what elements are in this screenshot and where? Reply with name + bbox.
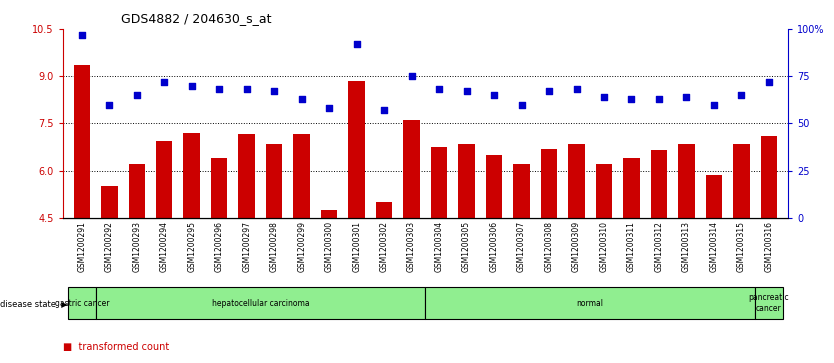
Bar [211,158,228,218]
Text: pancreatic
cancer: pancreatic cancer [749,293,789,313]
Text: GSM1200302: GSM1200302 [379,221,389,272]
Point [487,92,500,98]
Text: GSM1200307: GSM1200307 [517,221,526,272]
Bar [404,120,420,218]
Text: GSM1200305: GSM1200305 [462,221,471,272]
Bar [755,287,782,319]
Point [515,102,528,107]
Text: GSM1200316: GSM1200316 [765,221,773,272]
Text: GDS4882 / 204630_s_at: GDS4882 / 204630_s_at [121,12,271,25]
Text: GSM1200312: GSM1200312 [655,221,664,272]
Text: GSM1200293: GSM1200293 [133,221,141,272]
Bar [651,150,667,218]
Bar [101,186,118,218]
Bar [425,287,755,319]
Bar [678,144,695,218]
Bar [485,155,502,218]
Bar [156,141,173,218]
Point [460,89,473,94]
Bar [96,287,425,319]
Text: GSM1200301: GSM1200301 [352,221,361,272]
Point [103,102,116,107]
Bar [595,164,612,218]
Point [652,96,666,102]
Bar [376,202,392,218]
Text: GSM1200315: GSM1200315 [737,221,746,272]
Bar [623,158,640,218]
Text: ■  transformed count: ■ transformed count [63,342,168,352]
Point [323,105,336,111]
Bar [239,134,255,218]
Text: GSM1200300: GSM1200300 [324,221,334,272]
Point [240,86,254,92]
Point [542,89,555,94]
Text: GSM1200294: GSM1200294 [160,221,168,272]
Bar [294,134,310,218]
Text: GSM1200304: GSM1200304 [435,221,444,272]
Text: GSM1200306: GSM1200306 [490,221,499,272]
Point [597,94,610,100]
Text: GSM1200295: GSM1200295 [187,221,196,272]
Point [268,89,281,94]
Bar [266,144,283,218]
Text: disease state  ▶: disease state ▶ [0,299,68,307]
Point [680,94,693,100]
Bar [459,144,475,218]
Text: normal: normal [577,299,604,307]
Text: GSM1200311: GSM1200311 [627,221,636,272]
Text: GSM1200299: GSM1200299 [297,221,306,272]
Point [707,102,721,107]
Bar [540,148,557,218]
Point [350,41,364,47]
Text: GSM1200309: GSM1200309 [572,221,581,272]
Point [432,86,445,92]
Bar [761,136,777,218]
Text: hepatocellular carcinoma: hepatocellular carcinoma [212,299,309,307]
Bar [128,164,145,218]
Text: GSM1200296: GSM1200296 [214,221,224,272]
Point [405,73,419,79]
Bar [733,144,750,218]
Bar [706,175,722,218]
Text: GSM1200292: GSM1200292 [105,221,113,272]
Bar [68,287,96,319]
Bar [431,147,447,218]
Bar [183,133,200,218]
Text: GSM1200303: GSM1200303 [407,221,416,272]
Point [130,92,143,98]
Bar [321,210,338,218]
Text: GSM1200298: GSM1200298 [269,221,279,272]
Bar [73,65,90,218]
Bar [513,164,530,218]
Text: GSM1200297: GSM1200297 [242,221,251,272]
Text: GSM1200314: GSM1200314 [710,221,718,272]
Bar [568,144,585,218]
Point [213,86,226,92]
Text: GSM1200308: GSM1200308 [545,221,554,272]
Bar [349,81,364,218]
Point [570,86,583,92]
Text: GSM1200291: GSM1200291 [78,221,86,272]
Point [735,92,748,98]
Point [762,79,776,85]
Point [158,79,171,85]
Point [625,96,638,102]
Text: gastric cancer: gastric cancer [54,299,109,307]
Point [378,107,391,113]
Text: GSM1200313: GSM1200313 [682,221,691,272]
Point [295,96,309,102]
Point [185,83,198,89]
Text: GSM1200310: GSM1200310 [600,221,609,272]
Point [75,32,88,38]
